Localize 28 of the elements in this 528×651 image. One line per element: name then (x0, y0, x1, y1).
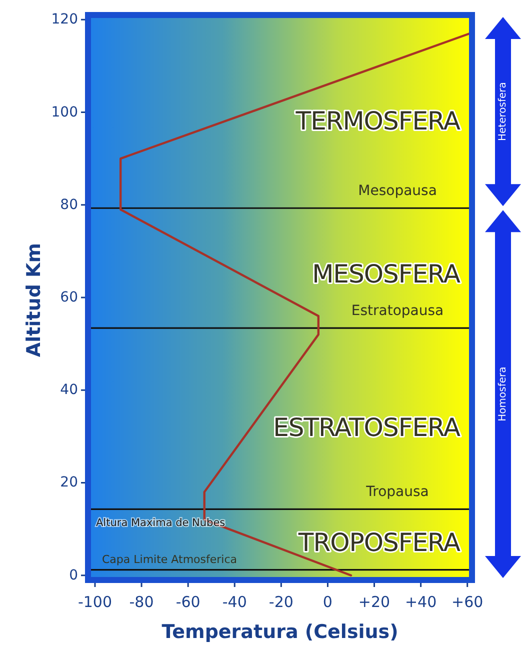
x-tick-label: -100 (78, 593, 112, 611)
text: Homosfera (498, 366, 508, 422)
y-tick-label: 60 (60, 290, 78, 306)
y-tick-label: 100 (51, 104, 78, 120)
y-tick-label: 40 (60, 382, 78, 398)
text: Heterosfera (498, 82, 508, 142)
x-tick-label: -20 (268, 593, 294, 611)
ref-line-label: Tropausa (365, 484, 429, 500)
annotation: TERMOSFERA (294, 106, 460, 136)
y-tick-label: 120 (51, 12, 78, 28)
annotation: TROPOSFERA (297, 528, 460, 558)
x-tick-label: -60 (176, 593, 200, 611)
y-tick-label: 20 (60, 474, 78, 491)
x-tick-label: -40 (222, 593, 247, 611)
x-tick-label: +20 (358, 593, 390, 611)
x-tick-label: 0 (322, 593, 332, 611)
y-tick-label: 80 (60, 196, 78, 213)
ref-line-label: Capa Limite Atmosferica (102, 552, 238, 566)
annotation: MESOSFERA (312, 260, 460, 289)
y-tick-label: 0 (69, 567, 78, 584)
ref-line-label: Mesopausa (358, 183, 437, 200)
x-tick-label: +40 (404, 593, 437, 611)
y-axis-title: Altitud Km (23, 242, 45, 358)
annotation: ESTRATOSFERA (273, 413, 460, 442)
ref-line-label: Estratopausa (351, 303, 444, 320)
x-axis-title: Temperatura (Celsius) (162, 621, 398, 643)
x-tick-label: +60 (452, 593, 484, 611)
x-tick-label: -80 (129, 593, 154, 611)
